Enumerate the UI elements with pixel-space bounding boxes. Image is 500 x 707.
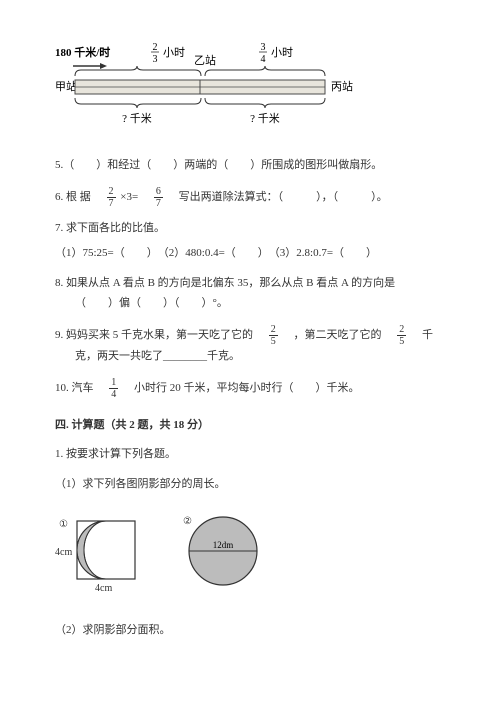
station-b: 乙站	[194, 53, 216, 67]
t2-num: 3	[261, 42, 266, 53]
t1-den: 3	[153, 54, 158, 65]
q9-pre: 9. 妈妈买来 5 千克水果，第一天吃了它的	[55, 329, 264, 341]
q9-l2: 克，两天一共吃了________千克。	[55, 347, 445, 367]
fig2-dia: 12dm	[213, 540, 234, 550]
q7-title: 7. 求下面各比的比值。	[55, 219, 445, 239]
figure-2: 12dm ②	[185, 513, 261, 597]
station-c: 丙站	[331, 79, 353, 93]
q9-mid: ，第二天吃了它的	[283, 329, 393, 341]
fig1-side-v: 4cm	[55, 544, 72, 562]
t1-num: 2	[153, 42, 158, 53]
q10-post: 小时行 20 千米，平均每小时行（ ）千米。	[123, 382, 360, 394]
q10-f: 14	[109, 377, 118, 400]
q6-f2: 67	[154, 186, 163, 209]
unknown1: ? 千米	[122, 112, 152, 125]
fig1-side-h: 4cm	[95, 580, 112, 598]
q9-post: 千	[411, 329, 433, 341]
section-4-title: 四. 计算题（共 2 题，共 18 分）	[55, 416, 445, 436]
unknown2: ? 千米	[250, 112, 280, 125]
q10-pre: 10. 汽车	[55, 382, 105, 394]
q6: 6. 根 据 27 ×3= 67 写出两道除法算式：（ ），（ ）。	[55, 186, 445, 209]
c1-p2: （2）求阴影部分面积。	[55, 621, 445, 641]
c1-title: 1. 按要求计算下列各题。	[55, 445, 445, 465]
t1-unit: 小时	[163, 46, 185, 59]
q7-parts: （1）75:25=（ ） （2）480:0.4=（ ） （3）2.8:0.7=（…	[55, 244, 445, 264]
q9-f1: 25	[269, 324, 278, 347]
q6-pre: 6. 根 据	[55, 191, 102, 203]
fig2-num: ②	[183, 513, 192, 531]
t2-unit: 小时	[271, 46, 293, 59]
q8-l2: （ ）偏（ ）（ ）°。	[55, 294, 445, 314]
speed-label: 180 千米/时	[55, 45, 110, 59]
diagram-svg: 180 千米/时 2 3 小时 3 4 小时 乙站 甲站 丙站 ? 千米 ? 千…	[55, 40, 355, 130]
q6-mid: ×3=	[120, 191, 149, 203]
speed-diagram: 180 千米/时 2 3 小时 3 4 小时 乙站 甲站 丙站 ? 千米 ? 千…	[55, 40, 445, 138]
q6-f1: 27	[107, 186, 116, 209]
q9: 9. 妈妈买来 5 千克水果，第一天吃了它的 25 ，第二天吃了它的 25 千 …	[55, 324, 445, 367]
figure-1: ① 4cm 4cm	[65, 516, 145, 594]
figures-row: ① 4cm 4cm 12dm ②	[65, 513, 445, 597]
q10: 10. 汽车 14 小时行 20 千米，平均每小时行（ ）千米。	[55, 377, 445, 400]
q8-l1: 8. 如果从点 A 看点 B 的方向是北偏东 35，那么从点 B 看点 A 的方…	[55, 274, 445, 294]
q7: 7. 求下面各比的比值。 （1）75:25=（ ） （2）480:0.4=（ ）…	[55, 219, 445, 265]
q5: 5.（ ）和经过（ ）两端的（ ）所围成的图形叫做扇形。	[55, 156, 445, 176]
t2-den: 4	[261, 54, 266, 65]
station-a: 甲站	[55, 79, 77, 93]
fig1-num: ①	[59, 516, 68, 534]
c1-p1: （1）求下列各图阴影部分的周长。	[55, 475, 445, 495]
q9-f2: 25	[397, 324, 406, 347]
q6-post: 写出两道除法算式：（ ），（ ）。	[168, 191, 388, 203]
q8: 8. 如果从点 A 看点 B 的方向是北偏东 35，那么从点 B 看点 A 的方…	[55, 274, 445, 314]
